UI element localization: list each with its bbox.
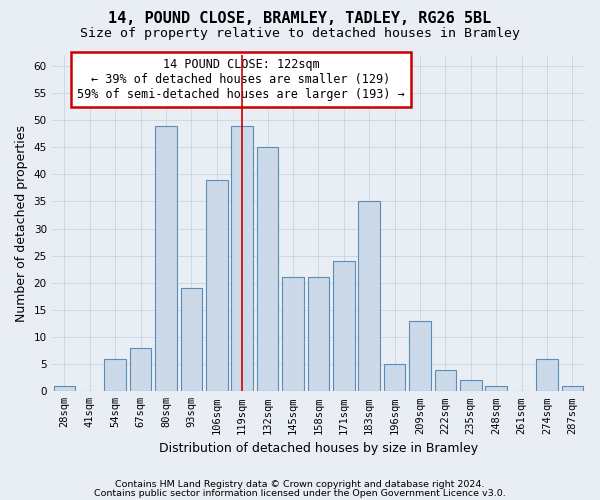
Bar xyxy=(358,202,380,392)
Bar xyxy=(460,380,482,392)
Bar xyxy=(308,278,329,392)
Text: 14, POUND CLOSE, BRAMLEY, TADLEY, RG26 5BL: 14, POUND CLOSE, BRAMLEY, TADLEY, RG26 5… xyxy=(109,11,491,26)
Bar xyxy=(333,261,355,392)
Bar xyxy=(257,147,278,392)
Bar xyxy=(562,386,583,392)
Bar xyxy=(485,386,507,392)
Bar xyxy=(434,370,456,392)
Text: Size of property relative to detached houses in Bramley: Size of property relative to detached ho… xyxy=(80,28,520,40)
Bar xyxy=(181,288,202,392)
Bar xyxy=(206,180,227,392)
Bar xyxy=(155,126,177,392)
Y-axis label: Number of detached properties: Number of detached properties xyxy=(15,124,28,322)
Bar xyxy=(282,278,304,392)
Bar xyxy=(53,386,75,392)
Bar xyxy=(232,126,253,392)
Text: Contains public sector information licensed under the Open Government Licence v3: Contains public sector information licen… xyxy=(94,488,506,498)
Bar xyxy=(536,359,557,392)
Text: Contains HM Land Registry data © Crown copyright and database right 2024.: Contains HM Land Registry data © Crown c… xyxy=(115,480,485,489)
Bar xyxy=(104,359,126,392)
Bar xyxy=(409,321,431,392)
Bar xyxy=(384,364,406,392)
Bar xyxy=(130,348,151,392)
X-axis label: Distribution of detached houses by size in Bramley: Distribution of detached houses by size … xyxy=(159,442,478,455)
Text: 14 POUND CLOSE: 122sqm
← 39% of detached houses are smaller (129)
59% of semi-de: 14 POUND CLOSE: 122sqm ← 39% of detached… xyxy=(77,58,405,102)
